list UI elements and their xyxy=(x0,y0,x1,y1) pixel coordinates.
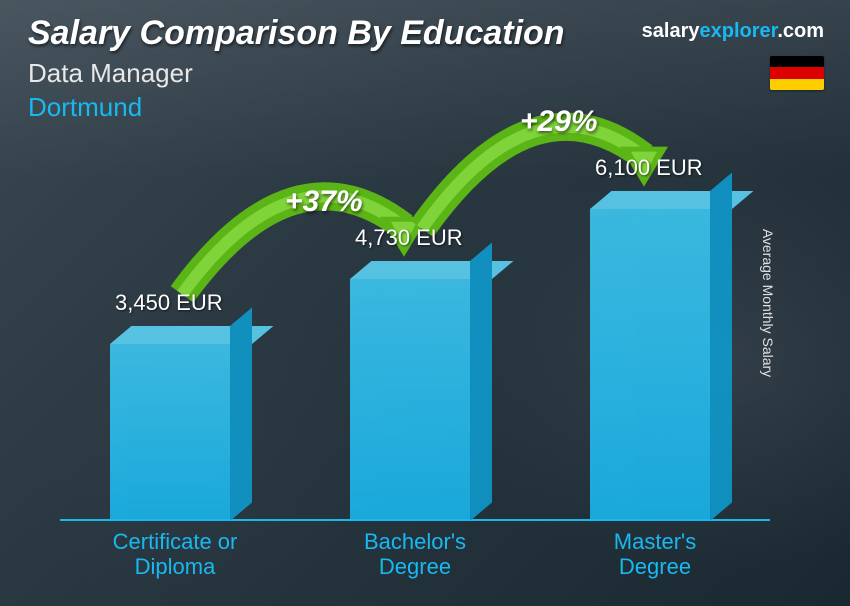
arc-label-0: +37% xyxy=(285,185,363,219)
bar-label-2: Master'sDegree xyxy=(570,529,740,580)
bar-2 xyxy=(590,209,710,521)
arc-label-1: +29% xyxy=(520,105,598,139)
bar-label-1: Bachelor'sDegree xyxy=(330,529,500,580)
chart-container: Salary Comparison By Education Data Mana… xyxy=(0,0,850,606)
brand-suffix: .com xyxy=(777,20,824,42)
bar-value-1: 4,730 EUR xyxy=(355,225,463,251)
flag-stripe-0 xyxy=(770,56,824,67)
flag-stripe-1 xyxy=(770,67,824,78)
bar-value-0: 3,450 EUR xyxy=(115,290,223,316)
chart-area: 3,450 EURCertificate orDiploma4,730 EURB… xyxy=(60,140,770,521)
bar-0 xyxy=(110,344,230,521)
flag-stripe-2 xyxy=(770,79,824,90)
bar-label-0: Certificate orDiploma xyxy=(90,529,260,580)
bar-value-2: 6,100 EUR xyxy=(595,155,703,181)
bar-1 xyxy=(350,279,470,521)
country-flag-germany xyxy=(770,56,824,90)
